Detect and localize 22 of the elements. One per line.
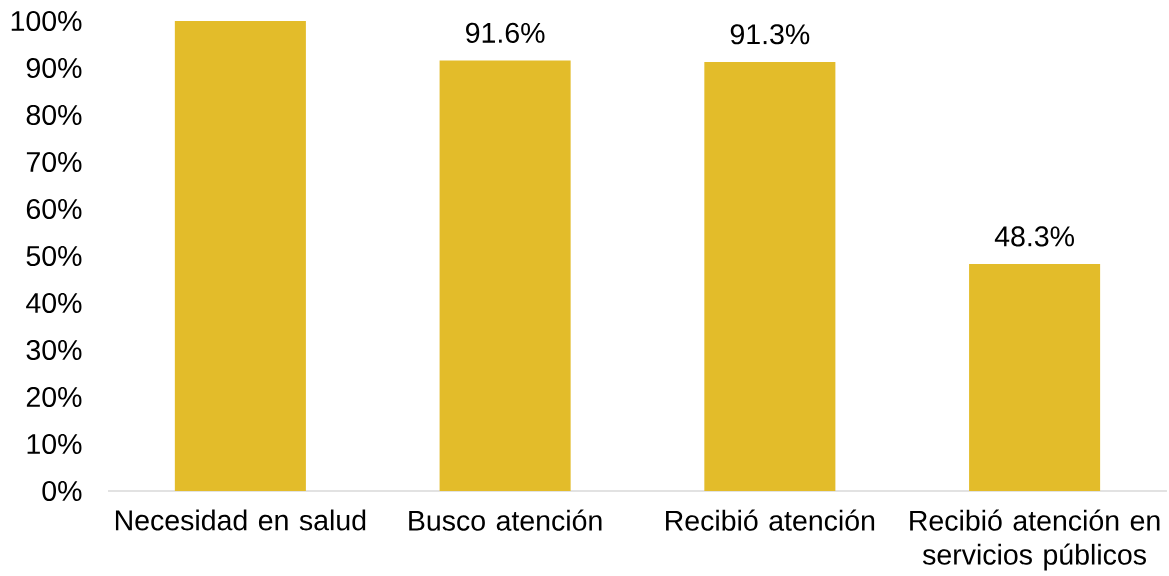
data-label: 48.3%	[994, 226, 1074, 247]
y-tick-label: 80%	[26, 104, 82, 126]
data-label: 91.3%	[730, 24, 810, 45]
y-tick-label: 40%	[26, 292, 82, 314]
bar	[704, 61, 836, 491]
bar	[174, 21, 306, 491]
data-label: 91.6%	[466, 22, 545, 43]
x-tick-label: Necesidad en salud	[115, 509, 366, 531]
y-tick-label: 100%	[11, 10, 82, 32]
x-tick-label: Recibió atención	[666, 509, 875, 531]
y-tick-label: 20%	[26, 386, 82, 408]
bar	[439, 60, 571, 491]
y-tick-label: 0%	[42, 480, 82, 502]
y-tick-label: 90%	[26, 57, 82, 79]
y-tick-label: 60%	[26, 198, 82, 220]
y-tick-label: 70%	[26, 151, 82, 173]
x-tick-label: Busco atención	[409, 509, 602, 531]
x-tick-label: Recibió atención en servicios públicos	[910, 509, 1160, 571]
y-tick-label: 10%	[27, 433, 82, 455]
y-tick-label: 50%	[26, 245, 82, 267]
y-tick-label: 30%	[26, 339, 82, 361]
bar	[969, 263, 1101, 491]
